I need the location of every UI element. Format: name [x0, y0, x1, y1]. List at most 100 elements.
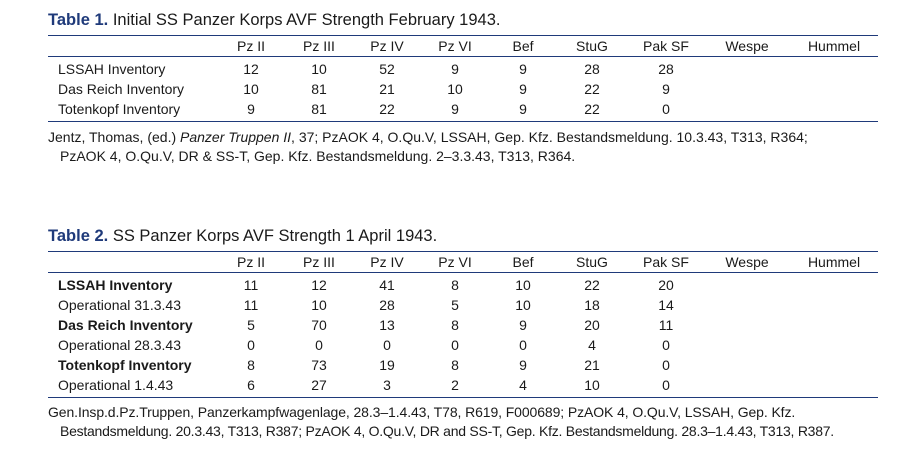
table-row: Operational 31.3.43 11 10 28 5 10 18 14: [48, 295, 878, 315]
header-cell: Wespe: [725, 38, 769, 54]
row-label: LSSAH Inventory: [58, 61, 166, 77]
table-2-caption: Table 2. SS Panzer Korps AVF Strength 1 …: [48, 226, 878, 246]
table-cell: 9: [247, 101, 255, 117]
header-cell: Bef: [512, 38, 534, 54]
table-1-note: Jentz, Thomas, (ed.) Panzer Truppen II, …: [48, 128, 878, 166]
table-2-note-line-2: Bestandsmeldung. 20.3.43, T313, R387; Pz…: [48, 422, 878, 441]
table-cell: 8: [451, 357, 459, 373]
table-row: Das Reich Inventory 5 70 13 8 9 20 11: [48, 315, 878, 335]
table-cell: [704, 335, 790, 355]
table-cell: [790, 99, 878, 119]
row-label: Totenkopf Inventory: [58, 357, 192, 373]
table-cell: 41: [379, 277, 395, 293]
row-label: Totenkopf Inventory: [58, 101, 181, 117]
header-cell: StuG: [576, 254, 608, 270]
table-cell: 9: [519, 101, 527, 117]
header-cell: Pz IV: [370, 254, 404, 270]
table-cell: [704, 275, 790, 295]
table-cell: 0: [662, 101, 670, 117]
table-cell: 22: [584, 101, 600, 117]
table-cell: 10: [311, 297, 327, 313]
table-cell: 0: [662, 337, 670, 353]
table-2: Table 2. SS Panzer Korps AVF Strength 1 …: [48, 226, 878, 441]
table-cell: 0: [662, 357, 670, 373]
table-2-header-row: Pz II Pz III Pz IV Pz VI Bef StuG Pak SF Wespe H…: [48, 252, 878, 272]
table-cell: [704, 59, 790, 79]
table-1-header-row: Pz II Pz III Pz IV Pz VI Bef StuG Pak SF Wespe H…: [48, 36, 878, 56]
table-cell: 4: [588, 337, 596, 353]
table-1-top-rule: [48, 35, 878, 36]
table-cell: 11: [658, 317, 674, 333]
table-cell: 14: [658, 297, 674, 313]
table-2-grid: Pz II Pz III Pz IV Pz VI Bef StuG Pak SF Wespe H…: [48, 252, 878, 272]
table-cell: [790, 275, 878, 295]
table-cell: 6: [247, 377, 255, 393]
table-cell: [704, 79, 790, 99]
table-cell: 9: [519, 81, 527, 97]
header-cell: StuG: [576, 38, 608, 54]
table-cell: [790, 79, 878, 99]
table-cell: 9: [519, 61, 527, 77]
table-cell: 9: [451, 61, 459, 77]
table-cell: 0: [451, 337, 459, 353]
table-row: Operational 28.3.43 0 0 0 0 0 4 0: [48, 335, 878, 355]
row-label: Operational 31.3.43: [58, 297, 181, 313]
table-1-body: LSSAH Inventory 12 10 52 9 9 28 28 Das Reich Inv…: [48, 59, 878, 119]
table-row: Das Reich Inventory 10 81 21 10 9 22 9: [48, 79, 878, 99]
header-cell: Pak SF: [643, 254, 689, 270]
table-row: Totenkopf Inventory 8 73 19 8 9 21 0: [48, 355, 878, 375]
table-cell: 0: [519, 337, 527, 353]
table-row: Totenkopf Inventory 9 81 22 9 9 22 0: [48, 99, 878, 119]
table-cell: 11: [243, 277, 259, 293]
header-cell: Pz II: [236, 254, 265, 270]
table-cell: 0: [247, 337, 255, 353]
table-2-title: SS Panzer Korps AVF Strength 1 April 194…: [112, 227, 438, 245]
table-cell: 2: [451, 377, 459, 393]
table-cell: 9: [451, 101, 459, 117]
table-cell: [704, 295, 790, 315]
table-cell: [704, 99, 790, 119]
row-label: Operational 28.3.43: [58, 337, 181, 353]
table-cell: 52: [379, 61, 395, 77]
header-cell-blank: [48, 36, 218, 56]
note-2-line-1-text: Gen.Insp.d.Pz.Truppen, Panzerkampfwagenl…: [48, 404, 796, 420]
table-1-label: Table 1.: [48, 11, 109, 29]
header-cell: Pz VI: [438, 254, 472, 270]
table-cell: 20: [658, 277, 674, 293]
table-cell: [790, 59, 878, 79]
table-cell: 9: [662, 81, 670, 97]
table-cell: 81: [311, 81, 327, 97]
table-cell: 10: [243, 81, 259, 97]
table-1-title: Initial SS Panzer Korps AVF Strength Feb…: [112, 11, 501, 29]
table-cell: 21: [584, 357, 600, 373]
header-cell: Pz VI: [438, 38, 472, 54]
table-cell: 28: [584, 61, 600, 77]
header-cell: Pak SF: [643, 38, 689, 54]
row-label: Operational 1.4.43: [58, 377, 174, 393]
header-cell: Pz II: [236, 38, 265, 54]
header-cell: Hummel: [807, 254, 861, 270]
table-2-body: LSSAH Inventory 11 12 41 8 10 22 20 Operational …: [48, 275, 878, 395]
table-1-caption: Table 1. Initial SS Panzer Korps AVF Str…: [48, 10, 878, 30]
table-cell: 9: [519, 317, 527, 333]
table-cell: 73: [311, 357, 327, 373]
table-cell: [790, 295, 878, 315]
table-cell: 0: [383, 337, 391, 353]
table-cell: 21: [379, 81, 395, 97]
table-1-note-line-1: Jentz, Thomas, (ed.) Panzer Truppen II, …: [48, 128, 878, 147]
table-cell: 22: [584, 81, 600, 97]
table-cell: 28: [658, 61, 674, 77]
table-cell: 27: [311, 377, 327, 393]
table-2-note-line-1: Gen.Insp.d.Pz.Truppen, Panzerkampfwagenl…: [48, 403, 878, 422]
table-1: Table 1. Initial SS Panzer Korps AVF Str…: [48, 10, 878, 166]
table-cell: 8: [247, 357, 255, 373]
header-cell: Wespe: [725, 254, 769, 270]
table-cell: 19: [379, 357, 395, 373]
table-cell: 22: [379, 101, 395, 117]
table-cell: 10: [584, 377, 600, 393]
table-cell: 8: [451, 317, 459, 333]
table-cell: [790, 375, 878, 395]
table-cell: 0: [662, 377, 670, 393]
row-label: Das Reich Inventory: [58, 81, 185, 97]
table-cell: 12: [243, 61, 259, 77]
